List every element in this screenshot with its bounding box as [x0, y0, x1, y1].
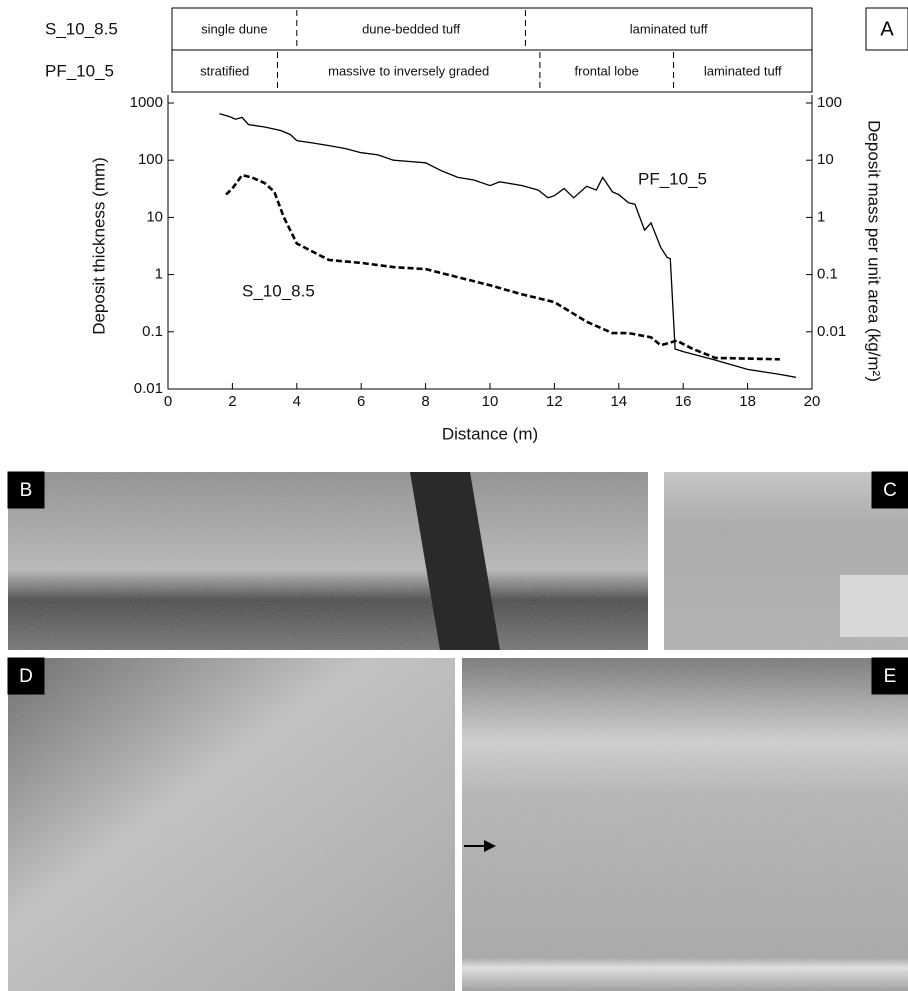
x-tick-label: 16 — [675, 393, 692, 410]
panel-label: A — [880, 18, 894, 40]
zone-label: laminated tuff — [630, 21, 708, 36]
y2-tick-label: 0.1 — [817, 266, 838, 283]
series-label: S_10_8.5 — [242, 281, 315, 300]
y-tick-label: 1 — [155, 266, 163, 283]
series-line — [225, 173, 780, 361]
x-tick-label: 18 — [739, 393, 756, 410]
panel-label: E — [884, 666, 897, 687]
axis-frame — [167, 95, 813, 390]
zone-label: massive to inversely graded — [328, 63, 489, 78]
y-axis-label: Deposit thickness (mm) — [89, 157, 108, 335]
x-tick-label: 4 — [293, 393, 301, 410]
panel-label-box — [7, 471, 45, 509]
zone-label: dune-bedded tuff — [362, 21, 460, 36]
panel-label-box — [865, 7, 908, 51]
y-tick-label: 10 — [146, 208, 163, 225]
photo-ruler — [840, 575, 908, 637]
y2-axis-label: Deposit mass per unit area (kg/m²) — [865, 120, 884, 382]
x-tick-label: 14 — [610, 393, 627, 410]
photos — [8, 472, 908, 991]
x-tick-label: 10 — [482, 393, 499, 410]
x-tick-label: 8 — [421, 393, 429, 410]
y2-tick-label: 1 — [817, 208, 825, 225]
photo-texture — [8, 658, 455, 991]
zone-label: stratified — [200, 63, 249, 78]
panel-label-box — [7, 657, 45, 695]
y2-tick-label: 100 — [817, 94, 842, 111]
panel-label: B — [20, 480, 33, 501]
zone-label: laminated tuff — [704, 63, 782, 78]
x-tick-label: 6 — [357, 393, 365, 410]
zone-row-label: PF_10_5 — [45, 61, 114, 80]
y-tick-label: 100 — [138, 151, 163, 168]
panel-label: C — [883, 480, 897, 501]
y2-tick-label: 10 — [817, 151, 834, 168]
series-label: PF_10_5 — [638, 169, 707, 188]
zone-label: single dune — [201, 21, 268, 36]
x-tick-label: 2 — [228, 393, 236, 410]
photo-texture — [462, 658, 908, 991]
x-axis-label: Distance (m) — [442, 424, 538, 443]
x-tick-label: 0 — [164, 393, 172, 410]
arrow-head — [484, 840, 496, 852]
y2-tick-label: 0.01 — [817, 323, 846, 340]
series-line — [219, 113, 797, 378]
panel-label-box — [871, 657, 908, 695]
zone-row-label: S_10_8.5 — [45, 19, 118, 38]
y-tick-label: 0.01 — [134, 380, 163, 397]
x-tick-label: 20 — [804, 393, 821, 410]
zone-label: frontal lobe — [575, 63, 639, 78]
y-tick-label: 1000 — [130, 94, 163, 111]
panel-label-box — [871, 471, 908, 509]
photo-texture — [8, 472, 648, 650]
x-tick-label: 12 — [546, 393, 563, 410]
photo-frame — [410, 472, 500, 650]
panel-label: D — [19, 666, 33, 687]
y-tick-label: 0.1 — [142, 323, 163, 340]
